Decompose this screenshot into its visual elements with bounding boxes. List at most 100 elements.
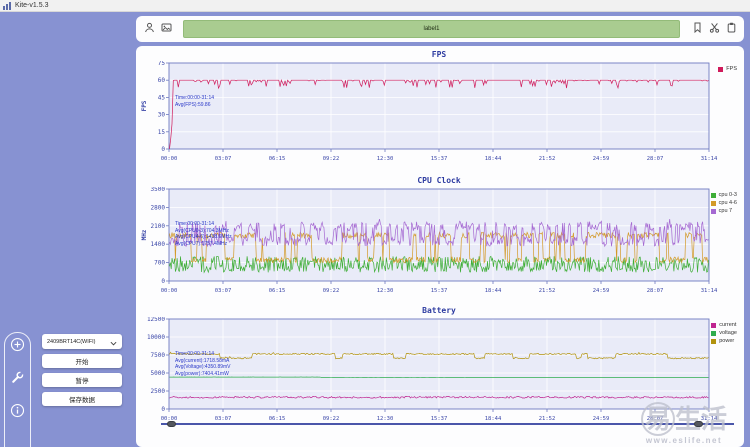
svg-text:3500: 3500 <box>151 187 166 193</box>
svg-text:31:14: 31:14 <box>701 416 718 421</box>
chart-legend: FPS <box>718 66 737 72</box>
svg-text:24:59: 24:59 <box>593 288 610 293</box>
cut-button[interactable] <box>708 23 720 35</box>
user-button[interactable] <box>143 20 155 38</box>
svg-text:0: 0 <box>161 278 165 285</box>
pause-button[interactable]: 暂停 <box>42 373 122 387</box>
start-button[interactable]: 开始 <box>42 354 122 368</box>
legend-label: cpu 0-3 <box>718 192 737 198</box>
legend-item: cpu 4-6 <box>710 200 737 206</box>
svg-text:24:59: 24:59 <box>593 416 610 421</box>
info-circle-icon <box>10 403 25 423</box>
info-button[interactable] <box>10 403 26 423</box>
legend-swatch <box>710 200 716 206</box>
legend-swatch <box>718 66 724 72</box>
sidebar-controls: 2409BRT14C(WIFI) 开始 暂停 保存数据 <box>42 334 122 406</box>
svg-text:06:15: 06:15 <box>269 156 286 161</box>
svg-text:15: 15 <box>158 129 166 136</box>
svg-text:MHz: MHz <box>141 229 148 240</box>
settings-button[interactable] <box>10 370 26 390</box>
chart-plot: 0 2500 5000 7500 10000 12500 00:00 03:07 06:15 09… <box>147 316 718 422</box>
device-select-value: 2409BRT14C(WIFI) <box>47 338 96 345</box>
slider-handle-left[interactable] <box>166 421 176 427</box>
legend-swatch <box>711 330 717 336</box>
sidebar-tool-rail <box>4 332 31 447</box>
save-data-button[interactable]: 保存数据 <box>42 392 122 406</box>
screenshot-icon <box>161 20 172 38</box>
chart-title: CPU Clock <box>417 176 461 185</box>
svg-text:FPS: FPS <box>141 100 148 111</box>
add-button[interactable] <box>10 337 26 357</box>
legend-swatch <box>710 208 716 214</box>
svg-text:2500: 2500 <box>151 388 166 395</box>
svg-text:09:22: 09:22 <box>323 416 340 421</box>
svg-text:03:07: 03:07 <box>215 156 232 161</box>
legend-swatch <box>711 322 717 328</box>
wrench-icon <box>10 370 25 390</box>
svg-text:28:07: 28:07 <box>647 416 664 421</box>
svg-text:7500: 7500 <box>151 352 166 359</box>
svg-text:2100: 2100 <box>151 223 166 230</box>
svg-text:09:22: 09:22 <box>323 156 340 161</box>
svg-text:21:52: 21:52 <box>539 288 556 293</box>
legend-label: cpu 4-6 <box>718 200 737 206</box>
legend-item: current <box>711 322 737 328</box>
legend-swatch <box>711 338 717 344</box>
chart-plot: 0 700 1400 2100 2800 3500 00:00 03:07 06:15 09:22… <box>141 186 718 294</box>
user-icon <box>144 20 155 38</box>
svg-text:28:07: 28:07 <box>647 156 664 161</box>
chevron-down-icon <box>110 333 117 351</box>
svg-text:60: 60 <box>158 77 166 84</box>
label-input[interactable]: label1 <box>183 20 680 38</box>
svg-text:03:07: 03:07 <box>215 416 232 421</box>
topbar: label1 <box>136 16 744 42</box>
device-select[interactable]: 2409BRT14C(WIFI) <box>42 334 122 349</box>
svg-text:00:00: 00:00 <box>161 288 178 293</box>
slider-handle-right[interactable] <box>693 421 703 427</box>
legend-label: power <box>719 338 735 344</box>
svg-text:28:07: 28:07 <box>647 288 664 293</box>
svg-text:12:30: 12:30 <box>377 416 394 421</box>
bookmark-button[interactable] <box>691 20 703 38</box>
svg-text:75: 75 <box>158 61 166 67</box>
svg-text:0: 0 <box>161 406 165 413</box>
legend-item: FPS <box>718 66 737 72</box>
svg-text:06:15: 06:15 <box>269 288 286 293</box>
chart-legend: current voltage power <box>711 322 737 344</box>
svg-text:0: 0 <box>161 146 165 153</box>
cpu-clock-chart: CPU Clock 0 700 1400 2100 2800 3500 00:00 03:07 0… <box>139 176 739 298</box>
legend-label: FPS <box>726 66 737 72</box>
legend-item: cpu 0-3 <box>710 192 737 198</box>
svg-text:09:22: 09:22 <box>323 288 340 293</box>
svg-text:15:37: 15:37 <box>431 416 448 421</box>
bar-chart-icon <box>3 0 12 15</box>
svg-text:18:44: 18:44 <box>485 288 502 293</box>
window-titlebar: Kite-v1.5.3 <box>0 0 750 12</box>
svg-text:00:00: 00:00 <box>161 156 178 161</box>
chart-title: FPS <box>431 50 447 59</box>
legend-label: voltage <box>719 330 737 336</box>
battery-chart: Battery 0 2500 5000 7500 10000 12500 00:00 03:07… <box>139 306 739 426</box>
legend-swatch <box>710 192 716 198</box>
svg-text:12:30: 12:30 <box>377 288 394 293</box>
svg-text:03:07: 03:07 <box>215 288 232 293</box>
scissors-icon <box>709 20 720 38</box>
legend-item: cpu 7 <box>710 208 737 214</box>
slider-track[interactable] <box>161 423 734 425</box>
window-title: Kite-v1.5.3 <box>15 2 49 9</box>
bookmark-icon <box>692 20 703 38</box>
svg-text:2800: 2800 <box>151 204 166 211</box>
svg-text:06:15: 06:15 <box>269 416 286 421</box>
clipboard-icon <box>726 20 737 38</box>
svg-text:30: 30 <box>158 112 166 119</box>
label-text: label1 <box>423 26 440 32</box>
chart-title: Battery <box>422 306 456 315</box>
chart-legend: cpu 0-3 cpu 4-6 cpu 7 <box>710 192 737 214</box>
paste-button[interactable] <box>725 20 737 38</box>
svg-text:31:14: 31:14 <box>701 288 718 293</box>
plus-circle-icon <box>10 337 25 357</box>
screenshot-button[interactable] <box>160 23 172 35</box>
svg-text:00:00: 00:00 <box>161 416 178 421</box>
time-range-slider[interactable] <box>161 418 734 430</box>
